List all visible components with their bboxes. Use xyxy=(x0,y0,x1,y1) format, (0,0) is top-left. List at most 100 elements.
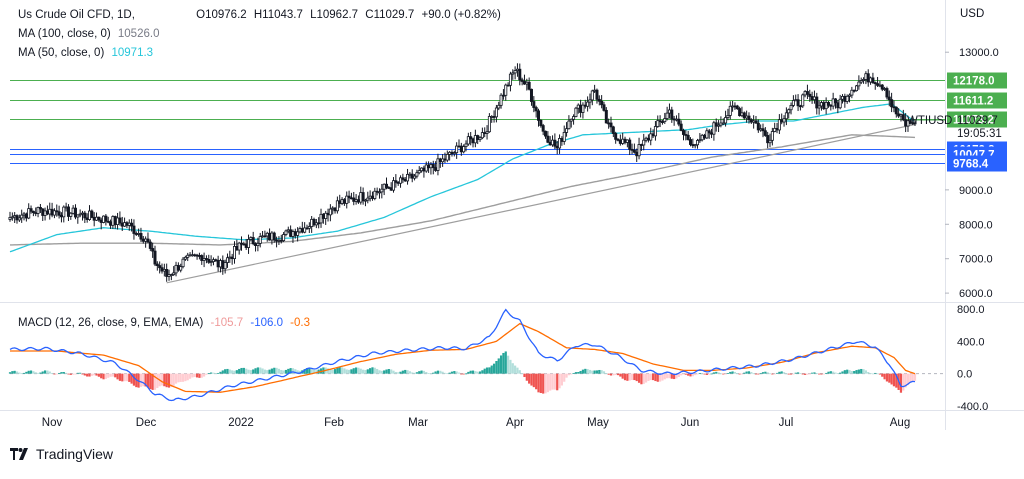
level-tag-text: 12178.0 xyxy=(953,76,995,88)
candle-body xyxy=(862,79,866,81)
macd-hist-bar xyxy=(249,370,252,374)
candle-body xyxy=(310,218,314,227)
macd-hist-bar xyxy=(254,368,257,374)
level-tag-text: 11611.2 xyxy=(953,96,993,108)
macd-hist-bar xyxy=(387,369,390,374)
macd-hist-bar xyxy=(902,373,905,391)
candle-body xyxy=(190,254,194,257)
macd-hist-bar xyxy=(219,371,222,374)
candle-body xyxy=(487,116,491,133)
candle-body xyxy=(232,246,236,260)
macd-hist-bar xyxy=(163,373,166,387)
candle-body xyxy=(789,104,793,111)
macd-hist-bar xyxy=(181,373,185,382)
macd-hist-bar xyxy=(55,373,58,375)
macd-hist-bar xyxy=(476,371,479,374)
candle-body xyxy=(328,208,332,216)
candle-body xyxy=(749,119,753,123)
candle-body xyxy=(401,177,405,180)
macd-hist-bar xyxy=(857,369,860,374)
macd-hist-bar xyxy=(768,373,772,375)
candle-body xyxy=(263,235,267,238)
macd-hist-bar xyxy=(371,367,374,374)
tradingview-brand[interactable]: TradingView xyxy=(10,446,113,462)
candle-body xyxy=(24,213,28,219)
candle-body xyxy=(572,116,576,120)
candle-body xyxy=(244,244,248,248)
macd-hist-bar xyxy=(67,373,70,375)
macd-hist-bar xyxy=(376,368,379,374)
macd-hist-bar xyxy=(128,373,131,382)
candle-body xyxy=(649,133,653,141)
candle-body xyxy=(153,250,157,265)
candle-body xyxy=(216,259,220,268)
macd-tick-label: 400.0 xyxy=(957,336,985,348)
candle-body xyxy=(508,73,512,86)
candle-body xyxy=(373,190,377,199)
macd-hist-bar xyxy=(827,371,830,374)
macd-hist-bar xyxy=(731,371,734,374)
macd-hist-bar xyxy=(616,373,620,376)
macd-hist-bar xyxy=(710,373,713,375)
candle-body xyxy=(794,99,798,102)
macd-hist-bar xyxy=(811,372,814,374)
macd-hist-bar xyxy=(471,370,475,374)
macd-hist-bar xyxy=(876,373,879,375)
macd-hist-bar xyxy=(801,373,804,375)
macd-hist-bar xyxy=(413,372,416,374)
candle-body xyxy=(200,255,204,261)
candle-body xyxy=(805,91,809,95)
candle-body xyxy=(906,120,910,127)
macd-hist-bar xyxy=(446,373,449,375)
candle-body xyxy=(852,89,856,92)
macd-hist-bar xyxy=(378,370,381,374)
candle-body xyxy=(450,151,454,155)
candle-body xyxy=(466,136,470,145)
candle-body xyxy=(254,243,258,246)
macd-tick-label: -400.0 xyxy=(957,401,988,413)
ma50-line xyxy=(9,103,916,253)
candle-body xyxy=(356,199,360,203)
macd-hist-bar xyxy=(504,351,507,374)
macd-legend[interactable]: MACD (12, 26, close, 9, EMA, EMA) -105.7… xyxy=(18,316,314,330)
macd-hist-bar xyxy=(862,369,865,374)
candle-body xyxy=(532,101,536,108)
level-tag-bg xyxy=(947,111,1007,128)
candle-body xyxy=(642,139,646,146)
macd-hist-bar xyxy=(62,371,65,374)
candle-body xyxy=(258,236,262,244)
candle-body xyxy=(490,116,494,118)
ma50-legend[interactable]: MA (50, close, 0) 10971.3 xyxy=(18,46,157,60)
candle-body xyxy=(696,140,700,146)
macd-hist-bar xyxy=(425,371,428,374)
macd-hist-bar xyxy=(50,372,54,374)
macd-hist-bar xyxy=(385,369,388,374)
macd-hist-bar xyxy=(109,373,112,377)
macd-hist-bar xyxy=(238,368,241,374)
ma100-legend[interactable]: MA (100, close, 0) 10526.0 xyxy=(18,27,163,41)
macd-hist-bar xyxy=(240,367,243,374)
macd-hist-bar xyxy=(284,369,288,374)
candle-body xyxy=(803,91,807,96)
macd-hist-bar xyxy=(340,367,344,374)
candle-body xyxy=(45,210,49,215)
macd-hist-bar xyxy=(93,373,96,376)
time-tick-label: Nov xyxy=(42,417,63,429)
macd-hist-bar xyxy=(726,373,730,374)
macd-hist-bar xyxy=(406,370,409,374)
macd-hist-bar xyxy=(242,367,245,374)
symbol-tag-text: WTIUSD xyxy=(907,115,952,127)
candle-body xyxy=(782,118,786,123)
candle-body xyxy=(141,238,145,242)
candle-body xyxy=(609,122,613,128)
candle-body xyxy=(798,105,802,108)
candle-body xyxy=(665,112,669,119)
macd-hist-bar xyxy=(408,371,411,374)
candle-body xyxy=(249,237,253,240)
macd-hist-bar xyxy=(177,373,180,383)
macd-hist-bar xyxy=(118,373,122,381)
macd-hist-bar xyxy=(663,373,666,380)
candle-body xyxy=(848,94,852,97)
